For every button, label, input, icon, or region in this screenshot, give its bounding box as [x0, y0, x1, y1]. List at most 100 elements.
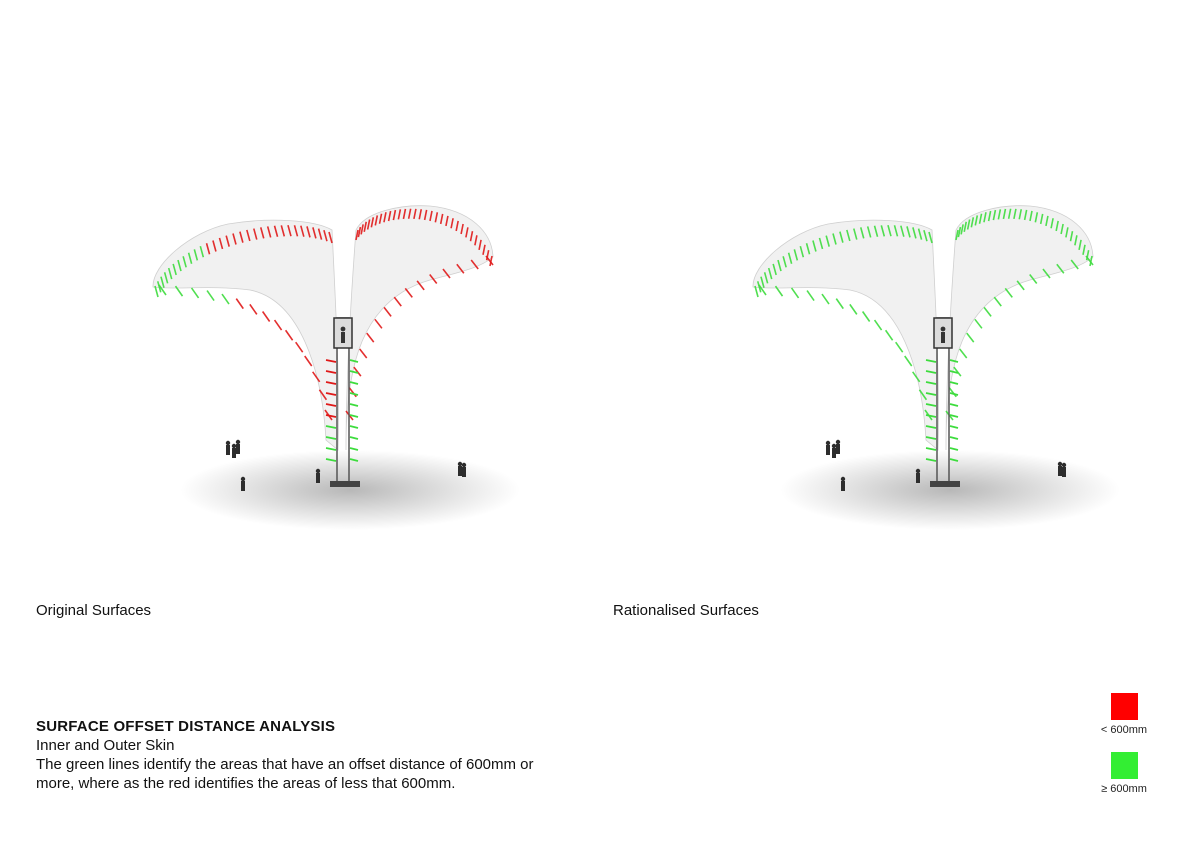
offset-line — [1029, 273, 1038, 284]
offset-line — [974, 318, 983, 329]
offset-line — [859, 227, 865, 239]
person-figure — [457, 461, 463, 467]
rationalised-surfaces-diagram — [700, 190, 1200, 550]
offset-line — [206, 290, 215, 301]
offset-line — [957, 226, 962, 238]
offset-line — [873, 319, 883, 331]
right-petal-surface — [345, 205, 494, 451]
person-figure — [458, 466, 462, 476]
offset-line — [799, 246, 805, 258]
offset-line — [912, 371, 921, 383]
offset-line — [167, 267, 173, 280]
legend-label-under-600: < 600mm — [1100, 724, 1148, 736]
offset-line — [434, 212, 439, 223]
offset-line — [861, 311, 871, 322]
lift-person-head — [940, 326, 946, 332]
offset-line — [1002, 208, 1007, 220]
offset-line — [287, 224, 292, 237]
offset-line — [1056, 263, 1065, 274]
stem-offset-line — [949, 392, 959, 396]
person-figure — [240, 476, 246, 482]
stem-offset-line — [925, 425, 937, 429]
offset-line — [182, 256, 187, 268]
offset-line — [793, 249, 799, 261]
stem-offset-line — [949, 403, 959, 407]
offset-line — [1089, 255, 1093, 267]
offset-line — [374, 215, 379, 226]
offset-line — [249, 303, 258, 315]
offset-line — [1050, 218, 1054, 229]
offset-line — [978, 213, 983, 224]
stem-offset-line — [325, 436, 337, 440]
offset-line — [846, 229, 851, 242]
offset-line — [1074, 235, 1078, 246]
person-figure — [1058, 466, 1062, 476]
lift-person-body — [941, 332, 945, 343]
person-figure — [1061, 462, 1067, 468]
stem-offset-line — [925, 392, 937, 396]
stem-offset-line — [949, 414, 959, 418]
stem-offset-line — [925, 458, 937, 462]
ground-shadow — [780, 450, 1120, 530]
stem-offset-line — [349, 414, 359, 418]
offset-line — [912, 227, 917, 239]
legend-label-over-600: ≥ 600mm — [1101, 783, 1147, 795]
offset-line — [363, 221, 368, 232]
offset-line — [160, 276, 165, 288]
analysis-subtitle: Inner and Outer Skin — [36, 737, 175, 754]
stem-offset-line — [325, 425, 337, 429]
stem-offset-line — [349, 425, 359, 429]
offset-line — [235, 298, 244, 310]
offset-line — [293, 225, 299, 237]
offset-line — [928, 231, 933, 244]
offset-line — [359, 348, 368, 359]
offset-line — [1039, 213, 1044, 225]
stem-offset-line — [925, 414, 937, 418]
stem-offset-line — [325, 370, 337, 374]
analysis-description-block: SURFACE OFFSET DISTANCE ANALYSIS Inner a… — [36, 717, 536, 793]
offset-line — [866, 226, 872, 238]
stem-offset-line — [325, 447, 337, 451]
offset-line — [304, 355, 313, 367]
offset-line — [205, 243, 211, 255]
offset-line — [767, 267, 773, 280]
offset-line — [884, 329, 894, 341]
offset-line — [849, 303, 858, 315]
stem-offset-line — [349, 403, 359, 407]
stem-offset-line — [325, 392, 337, 396]
legend-swatch-green — [1110, 752, 1138, 779]
offset-line — [455, 220, 459, 232]
analysis-title: SURFACE OFFSET DISTANCE ANALYSIS — [36, 718, 336, 735]
offset-line — [366, 219, 371, 230]
offset-line — [465, 227, 469, 238]
offset-line — [416, 280, 425, 291]
offset-line — [959, 348, 968, 359]
offset-line — [1065, 227, 1069, 238]
offset-line — [456, 263, 465, 274]
offset-line — [763, 272, 769, 284]
person-figure — [461, 462, 467, 468]
stem-offset-line — [349, 458, 359, 462]
offset-line — [960, 224, 964, 235]
offset-line — [1013, 208, 1017, 220]
offset-line — [906, 226, 911, 238]
offset-line — [383, 212, 387, 223]
stem-offset-line — [949, 370, 959, 374]
offset-line — [474, 235, 478, 246]
person-figure — [236, 444, 240, 454]
offset-line — [470, 259, 479, 270]
offset-line — [853, 228, 858, 240]
offset-line — [273, 225, 279, 237]
offset-line — [218, 237, 224, 250]
offset-line — [1016, 280, 1025, 291]
stem-offset-line — [349, 436, 359, 440]
offset-line — [787, 252, 793, 264]
offset-line — [887, 224, 892, 237]
offset-line — [893, 225, 899, 237]
stem-offset-line — [325, 381, 337, 385]
offset-line — [212, 240, 217, 252]
offset-line — [450, 218, 454, 229]
stem-offset-line — [949, 425, 959, 429]
stem-offset-line — [349, 370, 359, 374]
offset-line — [280, 225, 286, 237]
